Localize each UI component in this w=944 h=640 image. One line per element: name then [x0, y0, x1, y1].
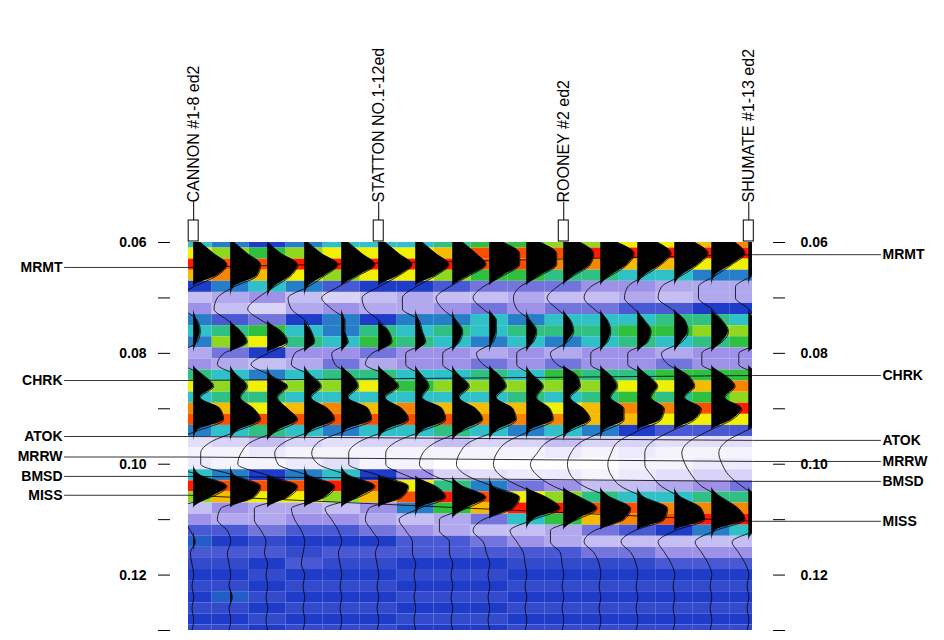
svg-text:0.10: 0.10	[801, 456, 828, 472]
svg-text:MISS: MISS	[28, 487, 62, 503]
svg-text:0.08: 0.08	[119, 345, 146, 361]
svg-text:SHUMATE #1-13 ed2: SHUMATE #1-13 ed2	[740, 49, 757, 203]
svg-text:MRRW: MRRW	[18, 448, 64, 464]
svg-text:STATTON NO.1-12ed: STATTON NO.1-12ed	[370, 48, 387, 203]
svg-text:0.06: 0.06	[119, 234, 146, 250]
svg-text:ATOK: ATOK	[24, 428, 62, 444]
svg-text:ATOK: ATOK	[883, 432, 921, 448]
svg-text:0.06: 0.06	[801, 234, 828, 250]
svg-text:MRMT: MRMT	[21, 259, 63, 275]
svg-text:MRRW: MRRW	[883, 453, 929, 469]
svg-text:0.12: 0.12	[119, 567, 146, 583]
svg-text:ROONEY #2 ed2: ROONEY #2 ed2	[555, 80, 572, 203]
svg-text:CHRK: CHRK	[883, 367, 923, 383]
svg-text:MISS: MISS	[883, 513, 917, 529]
svg-text:CANNON #1-8 ed2: CANNON #1-8 ed2	[185, 65, 202, 202]
svg-text:0.08: 0.08	[801, 345, 828, 361]
svg-text:0.10: 0.10	[119, 456, 146, 472]
svg-text:BMSD: BMSD	[883, 473, 924, 489]
svg-text:MRMT: MRMT	[883, 246, 925, 262]
svg-text:BMSD: BMSD	[21, 468, 62, 484]
svg-text:0.12: 0.12	[801, 567, 828, 583]
svg-text:CHRK: CHRK	[22, 372, 62, 388]
